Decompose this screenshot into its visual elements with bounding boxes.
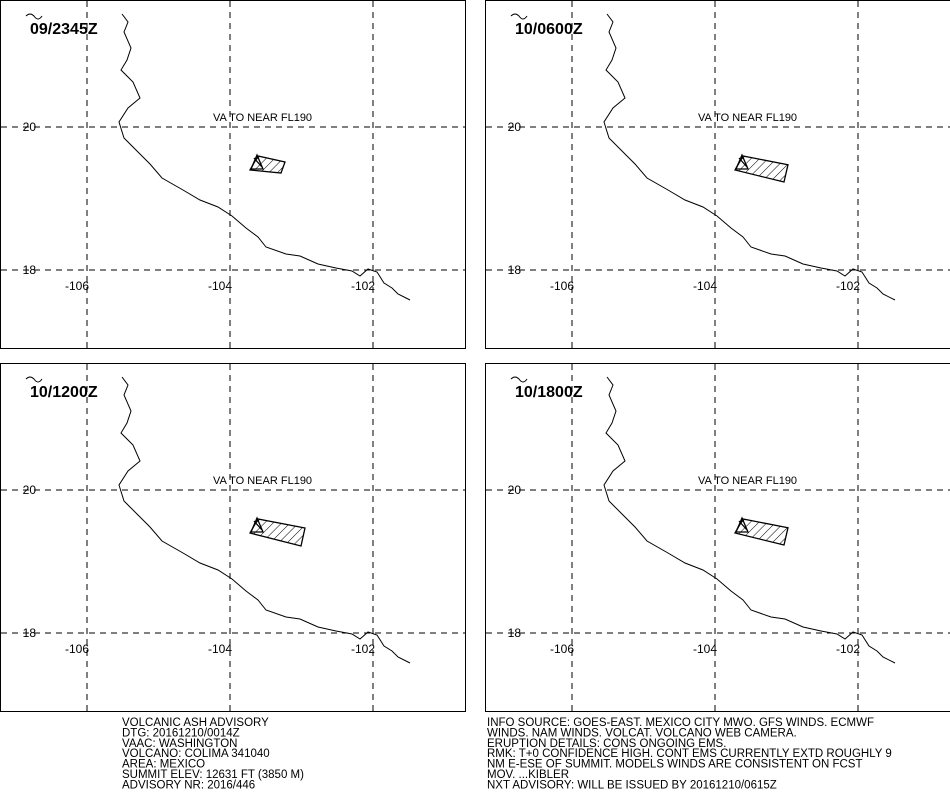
longitude-label: -104 bbox=[208, 642, 232, 656]
coastline bbox=[25, 376, 411, 664]
ash-label: VA TO NEAR FL190 bbox=[698, 112, 797, 124]
advisory-line: NXT ADVISORY: WILL BE ISSUED BY 20161210… bbox=[487, 779, 777, 791]
ash-area bbox=[249, 518, 306, 547]
advisory-line: VOLCANIC ASH ADVISORY bbox=[122, 717, 269, 729]
latitude-label: 20 bbox=[508, 120, 522, 134]
ash-label: VA TO NEAR FL190 bbox=[698, 475, 797, 487]
map-panel: -106 -104 -102 20 18 VA TO NEAR FL190 10/1200Z bbox=[0, 363, 466, 712]
coastline bbox=[510, 376, 896, 664]
advisory-line: RMK: T+0 CONFIDENCE HIGH. CONT EMS CURRE… bbox=[487, 748, 892, 760]
volcano-symbol bbox=[735, 516, 749, 533]
latitude-label: 18 bbox=[23, 626, 37, 640]
volcano-symbol bbox=[250, 153, 264, 170]
advisory-line: WINDS. NAM WINDS. VOLCAT. VOLCANO WEB CA… bbox=[487, 727, 797, 739]
map-panel: -106 -104 -102 20 18 VA TO NEAR FL190 09/2345Z bbox=[0, 0, 466, 349]
coastline bbox=[510, 13, 896, 301]
valid-time: 09/2345Z bbox=[30, 21, 98, 38]
advisory-line: AREA: MEXICO bbox=[122, 759, 205, 771]
ash-area bbox=[734, 518, 789, 546]
valid-time: 10/1200Z bbox=[30, 384, 98, 401]
advisory-line: ERUPTION DETAILS: CONS ONGOING EMS. bbox=[487, 738, 726, 750]
longitude-label: -102 bbox=[351, 642, 375, 656]
panel-frame bbox=[485, 0, 950, 349]
panel-frame bbox=[485, 363, 950, 712]
latitude-label: 20 bbox=[508, 483, 522, 497]
latitude-label: 18 bbox=[508, 626, 522, 640]
map-panel: -106 -104 -102 20 18 VA TO NEAR FL190 10/1800Z bbox=[485, 363, 950, 712]
panel-frame bbox=[0, 0, 466, 349]
advisory-line: NM E-ESE OF SUMMIT. MODELS WINDS ARE CON… bbox=[487, 759, 863, 771]
coastline bbox=[25, 13, 411, 301]
valid-time: 10/0600Z bbox=[515, 21, 583, 38]
advisory-line: ADVISORY NR: 2016/446 bbox=[122, 779, 255, 791]
longitude-label: -104 bbox=[693, 642, 717, 656]
ash-label: VA TO NEAR FL190 bbox=[213, 475, 312, 487]
ash-label: VA TO NEAR FL190 bbox=[213, 112, 312, 124]
advisory-line: VOLCANO: COLIMA 341040 bbox=[122, 748, 270, 760]
latitude-label: 20 bbox=[23, 483, 37, 497]
longitude-label: -106 bbox=[550, 642, 574, 656]
ash-area bbox=[734, 155, 789, 183]
volcano-symbol bbox=[250, 516, 264, 533]
latitude-label: 20 bbox=[23, 120, 37, 134]
latitude-label: 18 bbox=[508, 263, 522, 277]
longitude-label: -104 bbox=[693, 279, 717, 293]
longitude-label: -104 bbox=[208, 279, 232, 293]
advisory-line: VAAC: WASHINGTON bbox=[122, 738, 237, 750]
valid-time: 10/1800Z bbox=[515, 384, 583, 401]
longitude-label: -102 bbox=[351, 279, 375, 293]
advisory-line: DTG: 20161210/0014Z bbox=[122, 727, 240, 739]
advisory-line: MOV. ...KIBLER bbox=[487, 769, 569, 781]
panel-frame bbox=[0, 363, 466, 712]
volcano-symbol bbox=[735, 153, 749, 170]
longitude-label: -106 bbox=[550, 279, 574, 293]
advisory-line: INFO SOURCE: GOES-EAST. MEXICO CITY MWO.… bbox=[487, 717, 874, 729]
longitude-label: -106 bbox=[65, 279, 89, 293]
longitude-label: -102 bbox=[836, 279, 860, 293]
map-panel: -106 -104 -102 20 18 VA TO NEAR FL190 10/0600Z bbox=[485, 0, 950, 349]
latitude-label: 18 bbox=[23, 263, 37, 277]
longitude-label: -102 bbox=[836, 642, 860, 656]
longitude-label: -106 bbox=[65, 642, 89, 656]
advisory-line: SUMMIT ELEV: 12631 FT (3850 M) bbox=[122, 769, 304, 781]
